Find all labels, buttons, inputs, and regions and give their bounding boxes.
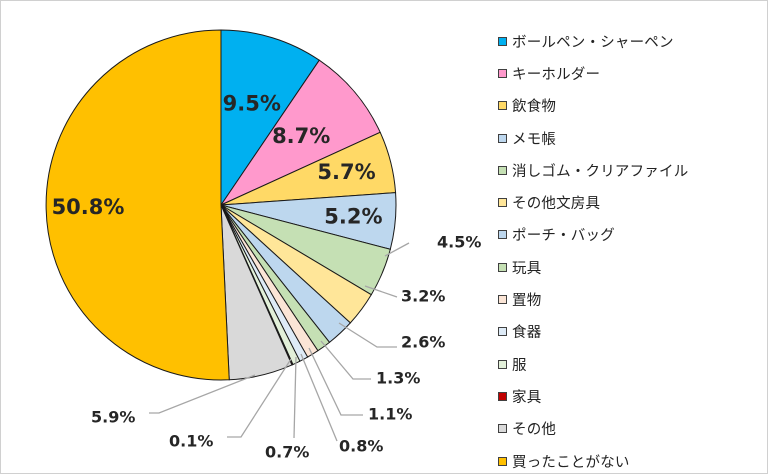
legend-item: その他文房具 (498, 186, 688, 218)
leader-line (227, 358, 292, 438)
legend-swatch (498, 101, 507, 111)
legend-item: ポーチ・バッグ (498, 219, 688, 251)
leader-line (293, 356, 297, 439)
legend-swatch (498, 456, 507, 466)
legend-swatch (498, 230, 507, 240)
pie-slice (220, 29, 320, 207)
leader-line (384, 242, 410, 257)
legend-label: その他 (512, 422, 557, 439)
legend-swatch (498, 133, 507, 143)
data-label: 9.5% (223, 92, 281, 116)
leader-line (149, 374, 256, 414)
legend-item: 消しゴム・クリアファイル (498, 154, 688, 186)
legend-label: ボールペン・シャーペン (512, 34, 674, 51)
legend-label: メモ帳 (512, 131, 557, 148)
legend-label: その他文房具 (512, 196, 601, 213)
legend: ボールペン・シャーペン キーホルダー 飲食物メモ帳消しゴム・クリアファイル その他文房… (498, 25, 688, 473)
data-label: 2.6% (401, 333, 445, 352)
legend-item: 置物 (498, 283, 688, 315)
data-label: 50.8% (52, 195, 125, 219)
data-label: 0.1% (169, 432, 213, 451)
data-label: 3.2% (401, 287, 445, 306)
legend-swatch (498, 198, 507, 208)
legend-label: キーホルダー (512, 66, 601, 83)
legend-item: メモ帳 (498, 122, 688, 154)
data-label: 5.9% (91, 408, 135, 427)
data-label: 8.7% (272, 124, 330, 148)
leader-line (338, 322, 397, 348)
data-label: 4.5% (437, 233, 481, 252)
legend-swatch (498, 359, 507, 369)
legend-swatch (498, 36, 507, 46)
legend-item: 家具 (498, 380, 688, 412)
legend-swatch (498, 295, 507, 305)
legend-label: 家具 (512, 389, 542, 406)
legend-label: 飲食物 (512, 99, 557, 116)
legend-label: 服 (512, 357, 527, 374)
legend-item: 食器 (498, 316, 688, 348)
legend-item: 飲食物 (498, 90, 688, 122)
legend-label: 食器 (512, 325, 542, 342)
legend-label: 消しゴム・クリアファイル (512, 163, 689, 180)
legend-label: 買ったことがない (512, 454, 630, 471)
data-label: 0.7% (265, 443, 309, 462)
pie-slice (45, 29, 230, 381)
legend-swatch (498, 327, 507, 337)
legend-item: 買ったことがない (498, 445, 688, 473)
legend-label: 置物 (512, 293, 542, 310)
data-label: 5.2% (324, 204, 382, 228)
data-label: 0.8% (339, 437, 383, 456)
legend-swatch (498, 68, 507, 78)
leader-line (308, 347, 363, 416)
legend-item: 服 (498, 348, 688, 380)
leader-line (300, 353, 338, 442)
data-label: 1.3% (376, 369, 420, 388)
legend-label: 玩具 (512, 260, 542, 277)
legend-swatch (498, 391, 507, 401)
leader-line (364, 285, 398, 298)
legend-swatch (498, 165, 507, 175)
legend-swatch (498, 262, 507, 272)
legend-label: ポーチ・バッグ (512, 228, 615, 245)
pie-slice (219, 59, 381, 207)
legend-item: 玩具 (498, 251, 688, 283)
data-label: 1.1% (368, 405, 412, 424)
leader-line (320, 340, 371, 380)
legend-item: その他 (498, 413, 688, 445)
data-label: 5.7% (317, 160, 375, 184)
legend-swatch (498, 424, 507, 434)
legend-item: キーホルダー (498, 57, 688, 89)
legend-item: ボールペン・シャーペン (498, 25, 688, 57)
